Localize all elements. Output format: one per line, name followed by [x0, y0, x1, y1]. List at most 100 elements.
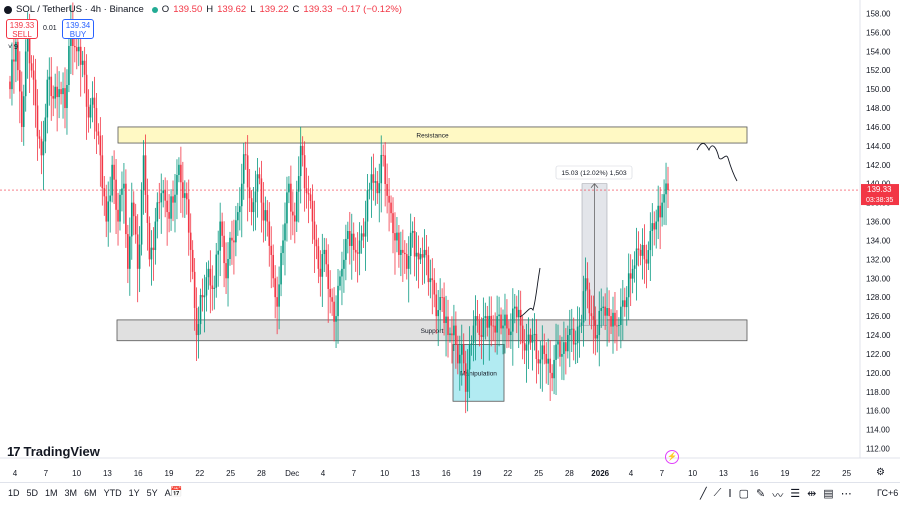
lightning-icon[interactable]: ⚡ [665, 450, 679, 464]
candle [394, 212, 396, 275]
sell-button[interactable]: 139.33 SELL [6, 19, 38, 39]
candle [547, 338, 549, 385]
text-tool-icon[interactable]: Ⅰ [728, 488, 732, 500]
x-tick-label: 10 [380, 469, 389, 478]
candle-body [472, 325, 475, 344]
candle [56, 66, 58, 132]
candle [24, 39, 27, 112]
measure-tool-icon[interactable]: ⇹ [807, 488, 817, 500]
collapse-legend-button[interactable]: ˅ 9 [8, 44, 18, 51]
high-value: 139.62 [217, 4, 247, 15]
candle [189, 213, 192, 283]
candle [254, 170, 257, 231]
candle-body [529, 334, 532, 343]
y-tick-label: 132.00 [866, 255, 891, 264]
candle [20, 71, 23, 143]
candle-body [655, 221, 658, 230]
candle-body [325, 249, 328, 265]
candle-body [233, 240, 235, 243]
candle-body [604, 306, 606, 316]
position-tool-icon[interactable]: ▤ [823, 488, 834, 500]
brush-tool-icon[interactable]: ✎ [755, 488, 766, 500]
candle [288, 176, 290, 204]
candle [209, 250, 212, 314]
timeframe-1y[interactable]: 1Y [128, 488, 140, 498]
candle-body [525, 344, 528, 351]
price-axis[interactable]: 158.00 156.00 154.00 152.00 150.00 148.00 146.… [859, 0, 891, 458]
candle-body [600, 308, 603, 311]
candle [325, 238, 328, 277]
candle [386, 163, 388, 214]
candle-body [323, 249, 326, 255]
timeframe-6m[interactable]: 6M [84, 488, 97, 498]
candle-body [75, 47, 78, 52]
timeframe-ytd[interactable]: YTD [103, 488, 122, 498]
candle [83, 46, 86, 94]
candle [89, 98, 92, 129]
candle [38, 129, 41, 149]
x-tick-label: 7 [352, 469, 357, 478]
candle-body [437, 310, 439, 317]
candle-body [146, 194, 149, 223]
candle [488, 296, 491, 361]
candle-body [235, 220, 237, 243]
candle-body [484, 316, 487, 319]
candle-body [297, 176, 300, 192]
annotation-layer: Resistance Support Manipulation 15.03 (12.0… [0, 126, 860, 402]
candle-body [109, 195, 111, 202]
candle-body [398, 232, 400, 255]
timeframe-3m[interactable]: 3M [64, 488, 78, 498]
calendar-icon[interactable]: 📅 [170, 487, 183, 498]
candle-body [219, 221, 221, 251]
timeframe-1m[interactable]: 1M [45, 488, 58, 498]
timeframe-1d[interactable]: 1D [8, 488, 20, 498]
candle-body [66, 85, 68, 109]
rectangle-tool-icon[interactable]: ▢ [738, 488, 749, 500]
candle [574, 330, 577, 365]
candle [164, 177, 166, 218]
candle-body [651, 223, 654, 231]
candle-body [584, 278, 587, 292]
candle-body [174, 194, 176, 203]
candle-body [606, 308, 608, 316]
candle [260, 160, 263, 233]
candle [111, 155, 113, 203]
magnet-tool-icon[interactable]: ⋯ [840, 488, 852, 500]
candle [651, 203, 654, 257]
candle [535, 319, 538, 384]
candle [415, 232, 418, 281]
candle-body [572, 328, 575, 345]
candle [354, 237, 357, 272]
pattern-tool-icon[interactable]: 〰 [772, 490, 784, 502]
candle [134, 203, 137, 244]
buy-button[interactable]: 139.34 BUY [62, 19, 94, 39]
candle [146, 178, 149, 251]
low-value: 139.22 [259, 4, 289, 15]
candle-body [510, 331, 512, 336]
timezone-selector[interactable]: ГС+6 [877, 488, 899, 498]
tradingview-brand[interactable]: 17 TradingView [7, 444, 100, 459]
candle [555, 323, 557, 396]
candle [423, 229, 426, 284]
line-tool-icon[interactable]: ╱ [700, 488, 707, 500]
ray-tool-icon[interactable]: ⟋ [713, 487, 722, 499]
symbol-title[interactable]: SOL / TetherUS · 4h · Binance [16, 4, 144, 15]
high-label: H [206, 4, 214, 15]
candle [240, 163, 243, 238]
y-tick-label: 148.00 [866, 104, 891, 113]
timeframe-5d[interactable]: 5D [26, 488, 39, 498]
timeframe-5y[interactable]: 5Y [146, 488, 158, 498]
settings-icon[interactable]: ⚙ [876, 467, 885, 478]
candle-body [132, 202, 135, 217]
candle [235, 205, 237, 257]
candle-body [498, 314, 500, 317]
candle-body [270, 245, 273, 255]
time-axis[interactable]: 4 7 10 13 16 19 22 25 28 Dec 4 7 10 13 16 19 22 25 28 2026 4… [0, 457, 900, 478]
candle-body [578, 325, 581, 327]
timeframe-all[interactable]: All [164, 488, 175, 498]
candle [329, 270, 331, 314]
y-tick-label: 134.00 [866, 236, 891, 245]
candle-body [81, 60, 84, 65]
fib-tool-icon[interactable]: ☰ [790, 488, 801, 500]
